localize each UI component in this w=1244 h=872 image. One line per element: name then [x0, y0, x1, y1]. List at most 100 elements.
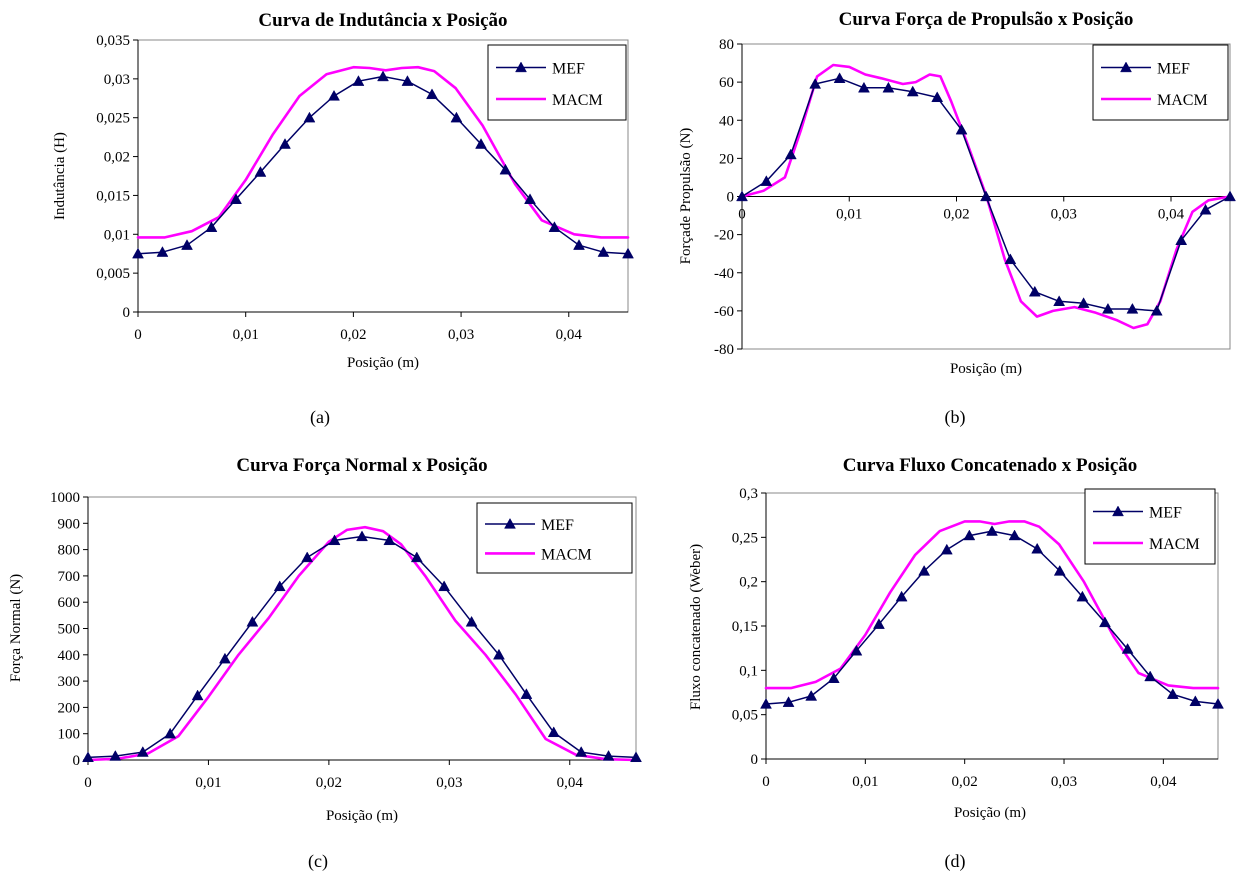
data-point-mef — [1076, 590, 1089, 602]
data-point-mef — [858, 81, 870, 93]
y-tick-label: 800 — [58, 543, 81, 559]
x-tick-label: 0,03 — [448, 327, 474, 343]
series-line-macm — [136, 65, 630, 239]
x-tick-label: 0,04 — [1158, 207, 1185, 223]
data-point-mef — [426, 88, 438, 100]
x-tick-label: 0 — [738, 207, 746, 223]
legend-box — [476, 502, 633, 574]
x-tick-label: 0,03 — [1051, 207, 1077, 223]
data-point-mef — [377, 70, 389, 82]
data-point-mef — [410, 551, 423, 563]
y-tick-label: 0,025 — [96, 111, 130, 127]
y-tick-label: 900 — [58, 516, 81, 532]
panel-caption: (d) — [945, 851, 966, 872]
y-tick-label: 0,25 — [732, 530, 758, 546]
data-point-mef — [955, 123, 968, 135]
y-tick-label: 500 — [58, 622, 81, 638]
data-point-mef — [279, 138, 291, 149]
legend-box — [1084, 488, 1216, 565]
data-point-mef — [164, 727, 177, 739]
y-axis-label: Forçade Propulsão (N) — [678, 128, 694, 265]
data-point-mef — [597, 246, 610, 257]
data-point-mef — [906, 85, 919, 97]
y-tick-label: 0,03 — [104, 72, 130, 88]
x-axis-label: Posição (m) — [326, 808, 398, 824]
legend-marker-mef — [515, 61, 527, 73]
data-point-mef — [547, 726, 560, 738]
chart-panel-a: Curva de Indutância x Posição 0 0,005 0,01 0… — [52, 10, 634, 428]
y-tick-label: -80 — [714, 342, 734, 358]
data-point-mef — [301, 551, 314, 563]
y-axis-label: Indutância (H) — [52, 132, 68, 220]
data-point-mef — [132, 247, 144, 259]
data-point-mef — [622, 247, 634, 259]
legend: MEF MACM — [1092, 44, 1229, 121]
data-point-mef — [1077, 297, 1090, 308]
panel-caption: (a) — [310, 407, 330, 428]
data-point-mef — [736, 190, 748, 202]
data-point-mef — [524, 193, 536, 204]
data-point-mef — [401, 75, 414, 86]
y-axis-label: Fluxo concatenado (Weber) — [688, 544, 704, 710]
x-tick-label: 0 — [134, 327, 142, 343]
data-point-mef — [520, 688, 533, 699]
data-point-mef — [963, 529, 976, 541]
x-tick-label: 0,02 — [316, 775, 342, 791]
x-tick-label: 0,01 — [836, 207, 862, 223]
x-tick-label: 0,04 — [1150, 774, 1177, 790]
data-point-mef — [82, 751, 94, 763]
data-point-mef — [493, 648, 505, 660]
data-point-mef — [303, 111, 316, 123]
chart-panel-d: Curva Fluxo Concatenado x Posição 0 0,05 0,… — [688, 455, 1224, 872]
data-point-mef — [1102, 302, 1114, 314]
data-point-mef — [181, 239, 193, 250]
data-point-mef — [438, 580, 451, 592]
data-point-mef — [1189, 695, 1202, 707]
data-point-mef — [1212, 698, 1224, 709]
data-point-mef — [1126, 302, 1139, 314]
y-tick-label: 20 — [719, 151, 734, 167]
y-tick-label: 600 — [58, 595, 81, 611]
legend-marker-mef — [1120, 61, 1132, 73]
y-tick-label: 40 — [719, 113, 734, 129]
data-point-mef — [205, 221, 218, 232]
x-tick-label: 0 — [84, 775, 92, 791]
y-tick-label: -60 — [714, 304, 734, 320]
legend-label-mef: MEF — [1157, 61, 1190, 78]
y-tick-label: 0,035 — [96, 33, 130, 49]
chart-panel-c: Curva Força Normal x Posição 0 100 200 300 40… — [8, 455, 642, 872]
y-tick-label: 60 — [719, 75, 734, 91]
x-axis-label: Posição (m) — [954, 805, 1026, 821]
data-point-mef — [573, 239, 585, 250]
y-tick-label: -20 — [714, 228, 734, 244]
y-tick-label: 0,15 — [732, 619, 758, 635]
data-point-mef — [760, 698, 772, 709]
y-axis-label: Força Normal (N) — [8, 574, 24, 682]
data-point-mef — [1053, 295, 1066, 306]
data-point-mef — [940, 543, 953, 555]
x-tick-label: 0,02 — [340, 327, 366, 343]
y-tick-label: 0 — [751, 752, 759, 768]
legend-marker-mef — [1112, 505, 1124, 517]
series-line-macm — [764, 520, 1220, 690]
data-point-mef — [328, 89, 340, 101]
data-point-mef — [548, 221, 561, 232]
x-tick-label: 0,02 — [943, 207, 969, 223]
data-point-mef — [356, 530, 368, 542]
data-point-mef — [219, 652, 231, 664]
legend-label-mef: MEF — [541, 517, 574, 534]
y-tick-label: 80 — [719, 37, 734, 53]
series-line-macm — [86, 525, 638, 762]
x-tick-label: 0,01 — [852, 774, 878, 790]
data-point-mef — [450, 111, 463, 123]
data-point-mef — [352, 75, 365, 86]
data-point-mef — [1028, 285, 1041, 297]
x-tick-label: 0,01 — [233, 327, 259, 343]
y-tick-label: 0,015 — [96, 188, 130, 204]
data-point-mef — [191, 689, 204, 701]
data-point-mef — [1175, 234, 1188, 245]
data-point-mef — [1008, 529, 1021, 541]
x-axis-label: Posição (m) — [950, 361, 1022, 377]
y-tick-label: 200 — [58, 700, 81, 716]
